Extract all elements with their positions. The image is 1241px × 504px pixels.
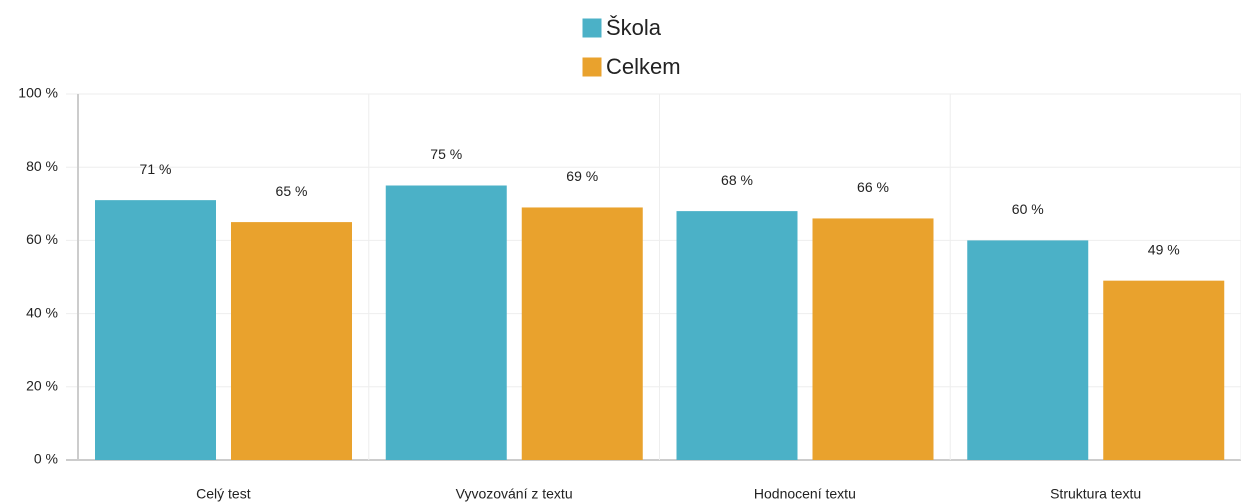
- bar: [1103, 280, 1225, 460]
- x-tick-label: Hodnocení textu: [754, 486, 856, 502]
- bar: [812, 218, 934, 460]
- y-tick-label: 100 %: [18, 85, 58, 101]
- value-label: 65 %: [276, 183, 308, 199]
- y-tick-label: 0 %: [34, 451, 58, 467]
- value-label: 71 %: [140, 161, 172, 177]
- value-label: 75 %: [430, 146, 462, 162]
- value-label: 68 %: [721, 172, 753, 188]
- legend-label: Celkem: [606, 54, 681, 79]
- x-tick-label: Vyvozování z textu: [456, 486, 573, 502]
- value-label: 69 %: [566, 168, 598, 184]
- legend-swatch: [581, 56, 603, 78]
- x-tick-label: Celý test: [196, 486, 251, 502]
- bar: [231, 222, 352, 460]
- y-tick-label: 60 %: [26, 231, 58, 247]
- x-tick-label: Struktura textu: [1050, 486, 1141, 502]
- value-label: 49 %: [1148, 241, 1180, 257]
- y-tick-label: 80 %: [26, 158, 58, 174]
- legend-label: Škola: [606, 15, 662, 40]
- bar: [385, 185, 507, 460]
- bar: [521, 207, 643, 460]
- bar: [967, 240, 1089, 460]
- bar: [95, 200, 216, 460]
- value-label: 60 %: [1012, 201, 1044, 217]
- bar: [676, 211, 798, 460]
- y-tick-label: 20 %: [26, 378, 58, 394]
- value-label: 66 %: [857, 179, 889, 195]
- y-tick-label: 40 %: [26, 304, 58, 320]
- legend-swatch: [581, 17, 603, 39]
